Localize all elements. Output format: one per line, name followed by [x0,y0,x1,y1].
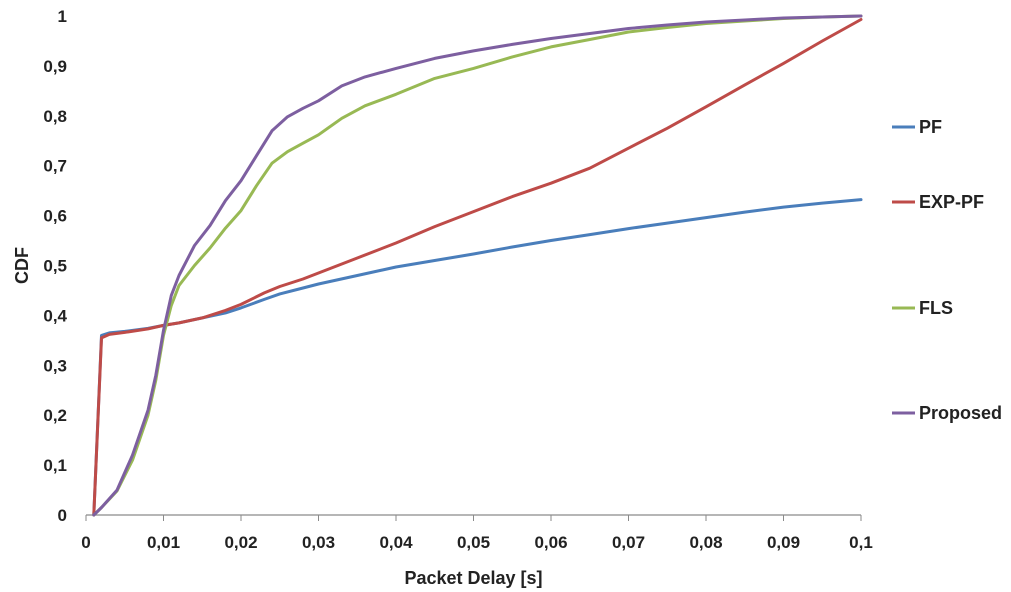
y-axis-title: CDF [12,247,32,284]
series-line-pf [92,198,863,517]
y-tick-label: 0,9 [43,57,67,76]
y-tick-label: 0,4 [43,306,67,325]
series-lines [92,14,863,517]
y-tick-label: 0,3 [43,356,67,375]
y-tick-label: 0,1 [43,456,67,475]
y-axis-ticks: 0 0,1 0,2 0,3 0,4 0,5 0,6 0,7 0,8 0,9 1 [43,7,67,525]
x-tick-label: 0,1 [849,533,873,552]
x-tick-label: 0,08 [689,533,722,552]
y-tick-label: 0,7 [43,157,67,176]
x-axis-ticks: 0 0,01 0,02 0,03 0,04 0,05 0,06 0,07 0,08 0,09 0,1 [81,515,873,552]
x-tick-label: 0,07 [612,533,645,552]
x-tick-label: 0,06 [534,533,567,552]
y-tick-label: 1 [58,7,67,26]
y-tick-label: 0 [58,506,67,525]
y-tick-label: 0,8 [43,107,67,126]
series-line-exp-pf [92,18,863,517]
legend-label-exp-pf: EXP-PF [919,192,984,212]
x-tick-label: 0,02 [224,533,257,552]
x-tick-label: 0,04 [379,533,413,552]
y-tick-label: 0,2 [43,406,67,425]
x-tick-label: 0 [81,533,90,552]
x-axis-title: Packet Delay [s] [404,568,542,588]
legend-label-pf: PF [919,117,942,137]
y-tick-label: 0,5 [43,257,67,276]
y-tick-label: 0,6 [43,207,67,226]
x-tick-label: 0,01 [147,533,180,552]
legend-label-fls: FLS [919,298,953,318]
series-line-fls [92,14,863,517]
legend-label-proposed: Proposed [919,403,1002,423]
legend: PF EXP-PF FLS Proposed [892,117,1002,423]
x-tick-label: 0,03 [302,533,335,552]
series-line-proposed [92,14,863,517]
x-tick-label: 0,05 [457,533,490,552]
x-tick-label: 0,09 [767,533,800,552]
